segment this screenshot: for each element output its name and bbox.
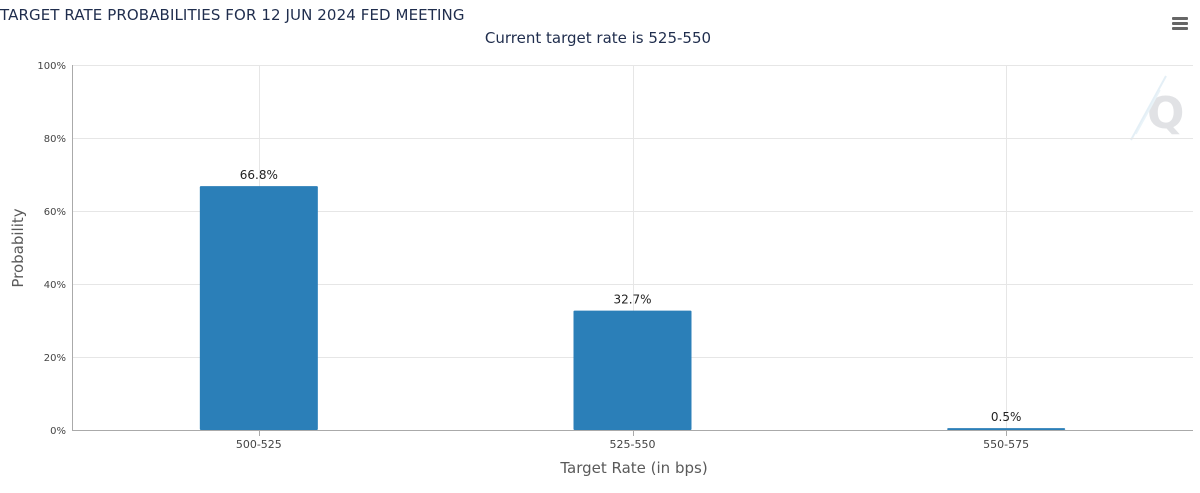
- data-label-550-575: 0.5%: [991, 410, 1022, 424]
- bars: [199, 186, 1066, 430]
- chart-title: TARGET RATE PROBABILITIES FOR 12 JUN 202…: [0, 6, 465, 24]
- watermark-letter: Q: [1147, 88, 1184, 139]
- bar-500-525: [199, 186, 318, 430]
- axes: [72, 65, 1193, 436]
- y-tick-label: 40%: [44, 280, 66, 291]
- x-tick-label-525-550: 525-550: [610, 438, 656, 451]
- x-axis-ticks: 500-525 525-550 550-575: [236, 438, 1029, 451]
- y-tick-label: 0%: [50, 426, 66, 437]
- x-tick-label-500-525: 500-525: [236, 438, 282, 451]
- x-axis-title: Target Rate (in bps): [559, 459, 707, 477]
- hamburger-menu-icon[interactable]: [1172, 17, 1188, 31]
- y-axis-ticks: 0% 20% 40% 60% 80% 100%: [37, 61, 66, 437]
- y-tick-label: 20%: [44, 353, 66, 364]
- x-tick-label-550-575: 550-575: [983, 438, 1029, 451]
- y-axis-title: Probability: [9, 208, 27, 287]
- bar-550-575: [947, 428, 1066, 430]
- y-tick-label: 60%: [44, 207, 66, 218]
- data-labels: 66.8% 32.7% 0.5%: [240, 168, 1022, 424]
- data-label-500-525: 66.8%: [240, 168, 278, 182]
- y-tick-label: 100%: [37, 61, 66, 72]
- data-label-525-550: 32.7%: [613, 293, 651, 307]
- chart-subtitle: Current target rate is 525-550: [484, 29, 712, 47]
- bar-525-550: [573, 310, 692, 430]
- watermark-logo: Q: [1130, 75, 1184, 141]
- y-tick-label: 80%: [44, 134, 66, 145]
